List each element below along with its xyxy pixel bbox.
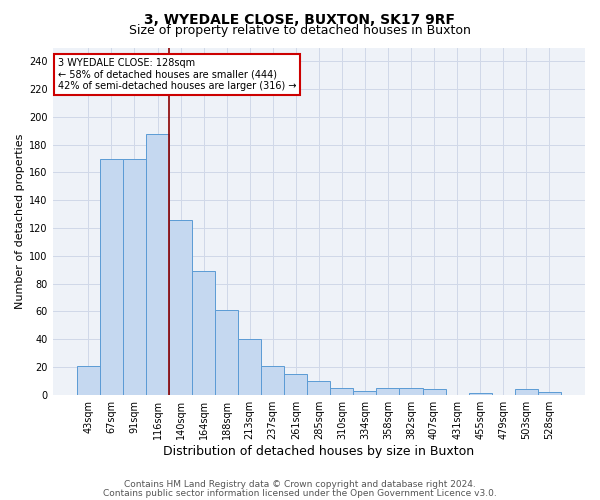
- Bar: [77, 366, 100, 394]
- Bar: [422, 389, 446, 394]
- Bar: [331, 388, 353, 394]
- Text: Size of property relative to detached houses in Buxton: Size of property relative to detached ho…: [129, 24, 471, 37]
- Bar: [538, 392, 561, 394]
- Y-axis label: Number of detached properties: Number of detached properties: [15, 134, 25, 309]
- Bar: [215, 310, 238, 394]
- Bar: [353, 390, 376, 394]
- Text: Contains public sector information licensed under the Open Government Licence v3: Contains public sector information licen…: [103, 488, 497, 498]
- Bar: [238, 339, 261, 394]
- Bar: [307, 381, 331, 394]
- Bar: [376, 388, 400, 394]
- Bar: [100, 158, 123, 394]
- Text: Contains HM Land Registry data © Crown copyright and database right 2024.: Contains HM Land Registry data © Crown c…: [124, 480, 476, 489]
- Bar: [123, 158, 146, 394]
- Bar: [284, 374, 307, 394]
- Bar: [261, 366, 284, 394]
- Text: 3, WYEDALE CLOSE, BUXTON, SK17 9RF: 3, WYEDALE CLOSE, BUXTON, SK17 9RF: [145, 12, 455, 26]
- Bar: [400, 388, 422, 394]
- Bar: [146, 134, 169, 394]
- Bar: [169, 220, 192, 394]
- X-axis label: Distribution of detached houses by size in Buxton: Distribution of detached houses by size …: [163, 444, 475, 458]
- Bar: [515, 389, 538, 394]
- Text: 3 WYEDALE CLOSE: 128sqm
← 58% of detached houses are smaller (444)
42% of semi-d: 3 WYEDALE CLOSE: 128sqm ← 58% of detache…: [58, 58, 296, 91]
- Bar: [192, 271, 215, 394]
